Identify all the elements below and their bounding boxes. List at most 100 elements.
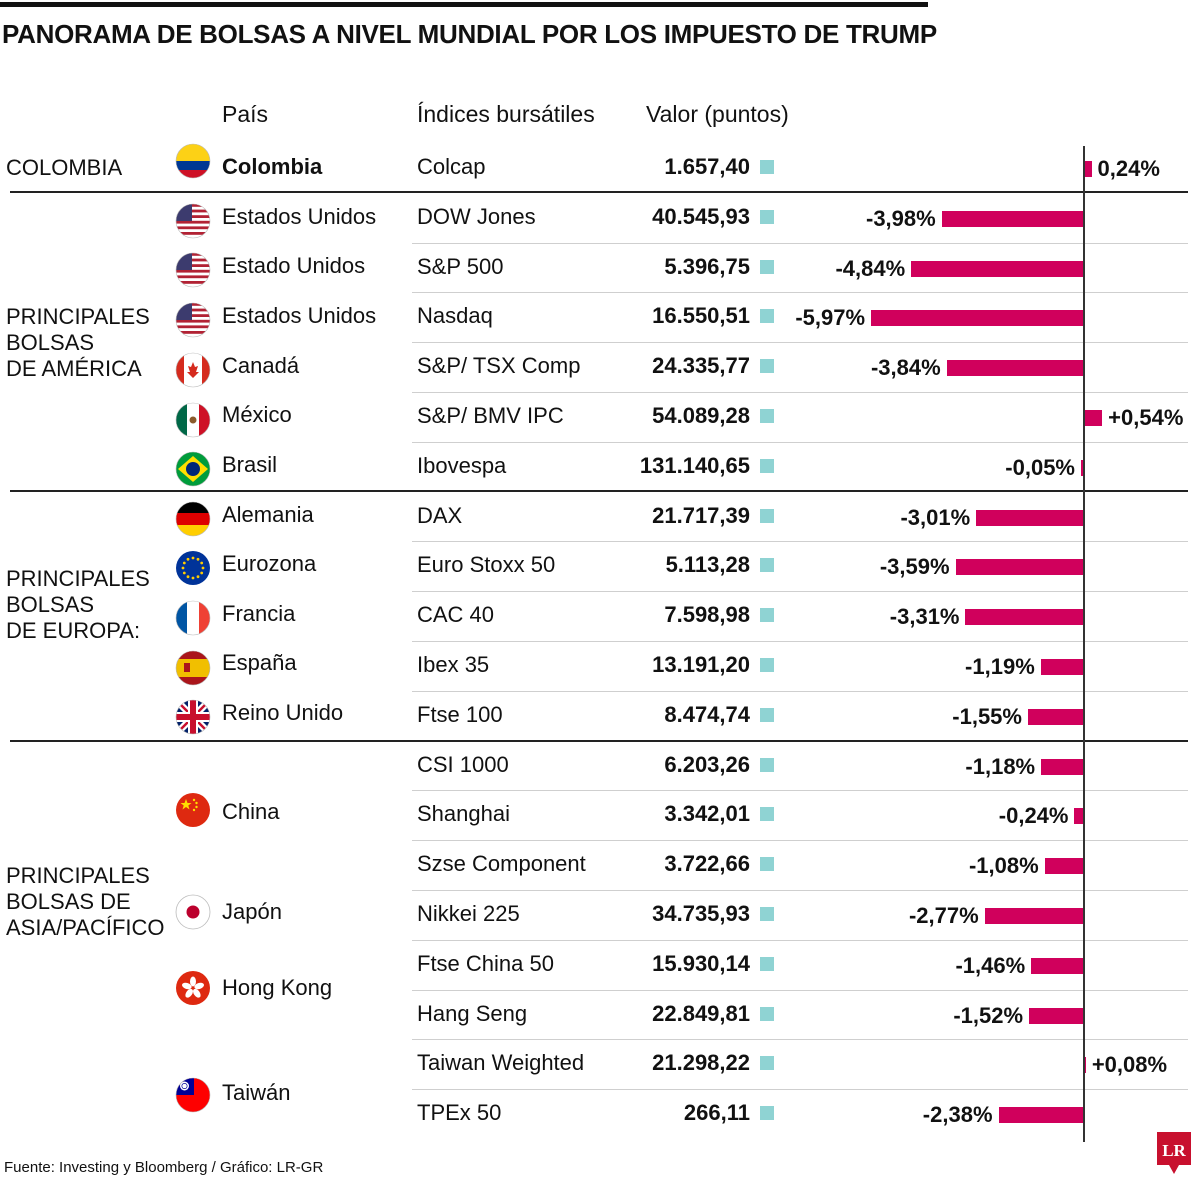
index-value: 22.849,81 — [652, 1000, 750, 1026]
row-divider — [412, 990, 1188, 991]
value-marker — [760, 757, 774, 772]
change-bar — [1083, 161, 1092, 177]
region-europa: PRINCIPALES BOLSAS DE EUROPA: — [6, 566, 150, 644]
index-value: 5.396,75 — [664, 253, 750, 279]
lr-logo: LR — [1157, 1132, 1191, 1174]
country-estado-unidos: Estado Unidos — [222, 253, 366, 278]
index-value: 266,11 — [683, 1100, 750, 1126]
usa-flag-icon — [175, 203, 211, 239]
country-hong-kong: Hong Kong — [222, 975, 333, 1000]
row-divider — [412, 243, 1188, 244]
change-bar — [1044, 858, 1083, 875]
index-name: Ibovespa — [417, 452, 507, 478]
change-bar — [1081, 459, 1083, 476]
usa-flag-icon — [175, 252, 211, 288]
row-divider — [412, 442, 1188, 443]
index-name: Shanghai — [417, 801, 510, 827]
row-divider — [412, 641, 1188, 642]
index-name: CAC 40 — [417, 602, 495, 628]
index-value: 3.722,66 — [664, 851, 750, 877]
change-bar — [1074, 808, 1083, 825]
country-taiwan: Taiwán — [222, 1080, 291, 1105]
france-flag-icon — [175, 600, 211, 636]
index-value: 16.550,51 — [652, 303, 750, 329]
index-value: 3.342,01 — [664, 801, 750, 827]
region-asia: PRINCIPALES BOLSAS DE ASIA/PACÍFICO — [6, 863, 165, 941]
country-eurozona: Eurozona — [222, 551, 317, 576]
value-marker — [760, 857, 774, 872]
header-country: País — [222, 101, 269, 127]
change-label: -1,46% — [955, 952, 1026, 978]
index-value: 6.203,26 — [664, 751, 750, 777]
value-marker — [760, 707, 774, 722]
change-bar — [1029, 1007, 1083, 1024]
country-estados-unidos: Estados Unidos — [222, 204, 377, 229]
header-value: Valor (puntos) — [646, 101, 789, 127]
section-divider — [10, 740, 1188, 742]
change-label: -1,18% — [965, 753, 1036, 779]
index-value: 21.298,22 — [652, 1050, 750, 1076]
hong-kong-flag-icon — [176, 971, 210, 1005]
mexico-flag-icon — [175, 402, 211, 438]
index-name: DAX — [417, 502, 463, 528]
change-label: +0,54% — [1108, 405, 1184, 430]
value-marker — [760, 359, 774, 374]
change-label: -3,59% — [879, 554, 950, 580]
index-value: 21.717,39 — [652, 502, 750, 528]
value-marker — [760, 1006, 774, 1021]
germany-flag-icon — [175, 501, 211, 537]
row-divider — [412, 591, 1188, 592]
change-label: -0,05% — [1005, 454, 1075, 480]
region-asia-line3: ASIA/PACÍFICO — [6, 915, 165, 940]
country-estados-unidos: Estados Unidos — [222, 303, 377, 328]
index-name: Taiwan Weighted — [417, 1050, 585, 1076]
row-divider — [412, 342, 1188, 343]
usa-flag-icon — [175, 302, 211, 338]
row-divider — [412, 1039, 1188, 1040]
index-value: 8.474,74 — [664, 701, 750, 727]
country-francia: Francia — [222, 601, 296, 626]
index-name: Colcap — [417, 154, 486, 179]
canada-flag-icon — [175, 352, 211, 388]
index-name: Ftse China 50 — [417, 950, 554, 976]
index-name: Ibex 35 — [417, 652, 490, 677]
index-name: Szse Component — [417, 851, 586, 877]
index-value: 40.545,93 — [652, 203, 750, 229]
region-europa-line1: PRINCIPALES — [6, 566, 150, 591]
change-label: -3,31% — [889, 604, 960, 630]
index-name: S&P/ TSX Comp — [417, 353, 581, 379]
index-name: S&P 500 — [417, 253, 504, 279]
country-colombia: Colombia — [222, 154, 323, 179]
change-bar — [1083, 410, 1103, 426]
region-america-line2: BOLSAS — [6, 330, 95, 355]
change-label: -0,24% — [998, 803, 1069, 829]
country-mexico: México — [222, 402, 292, 427]
value-marker — [760, 907, 774, 921]
change-label: -1,19% — [965, 654, 1035, 679]
source-footer: Fuente: Investing y Bloomberg / Gráfico:… — [4, 1159, 324, 1176]
value-marker — [760, 807, 774, 822]
value-marker — [760, 458, 774, 473]
spain-flag-icon — [175, 650, 211, 686]
row-divider — [412, 790, 1188, 791]
colombia-flag-icon — [175, 143, 211, 179]
region-colombia: COLOMBIA — [6, 155, 123, 180]
row-divider — [412, 541, 1188, 542]
change-bar — [965, 609, 1083, 626]
country-reino-unido: Reino Unido — [222, 700, 344, 725]
index-value: 15.930,14 — [652, 950, 750, 976]
country-alemania: Alemania — [222, 502, 314, 527]
row-divider — [412, 890, 1188, 891]
index-name: Nikkei 225 — [417, 901, 520, 926]
page-title: PANORAMA DE BOLSAS A NIVEL MUNDIAL POR L… — [2, 19, 937, 49]
index-value: 13.191,20 — [652, 652, 750, 677]
index-value: 54.089,28 — [652, 403, 750, 428]
uk-flag-icon — [175, 699, 211, 735]
change-bar — [1031, 957, 1083, 974]
index-value: 1.657,40 — [664, 154, 750, 179]
row-divider — [412, 392, 1188, 393]
index-value: 131.140,65 — [639, 452, 750, 478]
change-bar — [871, 310, 1083, 327]
index-name: Nasdaq — [417, 303, 493, 329]
brazil-flag-icon — [175, 451, 211, 487]
